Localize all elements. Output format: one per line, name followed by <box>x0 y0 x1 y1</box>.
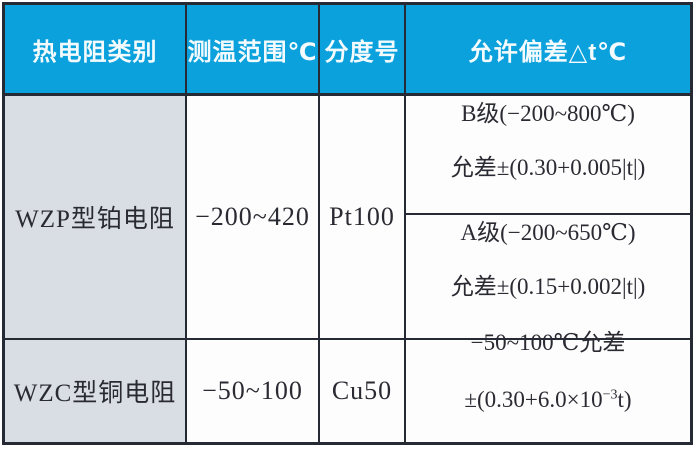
header-cell-temp-range: 测温范围℃ <box>187 5 320 96</box>
formula-prefix: ±(0.30+6.0×10 <box>464 387 603 412</box>
wzc-range-cell: −50~100 <box>187 340 320 442</box>
header-cell-allowed-deviation: 允许偏差△t℃ <box>406 5 690 96</box>
wzp-deviation-class-a-section: A级(−200~650℃) 允差±(0.15+0.002|t|) <box>406 215 690 338</box>
wzc-deviation-range-label: −50~100℃允差 <box>470 330 626 355</box>
wzc-type-cell: WZC型铜电阻 <box>5 340 187 442</box>
wzc-tolerance-formula-wrap: ±(0.30+6.0×10−3t) <box>406 358 690 442</box>
formula-exponent: −3 <box>602 387 618 403</box>
header-cell-category: 热电阻类别 <box>5 5 187 96</box>
wzp-range-cell: −200~420 <box>187 96 320 340</box>
header-cell-graduation: 分度号 <box>320 5 406 96</box>
wzp-graduation-cell: Pt100 <box>320 96 406 340</box>
formula-suffix: t) <box>617 387 632 412</box>
wzc-deviation-cell: −50~100℃允差 ±(0.30+6.0×10−3t) <box>406 330 690 442</box>
class-a-tolerance-formula: 允差±(0.15+0.002|t|) <box>450 274 646 299</box>
wzp-deviation-cell: B级(−200~800℃) 允差±(0.30+0.005|t|) A级(−200… <box>406 96 690 340</box>
wzc-graduation-cell: Cu50 <box>320 340 406 442</box>
class-b-tolerance-formula: 允差±(0.30+0.005|t|) <box>450 155 646 180</box>
wzp-deviation-class-b-section: B级(−200~800℃) 允差±(0.30+0.005|t|) <box>406 96 690 215</box>
thermal-resistance-spec-table: 热电阻类别 测温范围℃ 分度号 允许偏差△t℃ WZP型铂电阻 −200~420… <box>2 2 693 445</box>
class-a-range-label: A级(−200~650℃) <box>460 220 636 245</box>
wzp-type-cell: WZP型铂电阻 <box>5 96 187 340</box>
wzc-tolerance-formula: ±(0.30+6.0×10−3t) <box>464 385 631 415</box>
class-b-range-label: B级(−200~800℃) <box>461 101 635 126</box>
